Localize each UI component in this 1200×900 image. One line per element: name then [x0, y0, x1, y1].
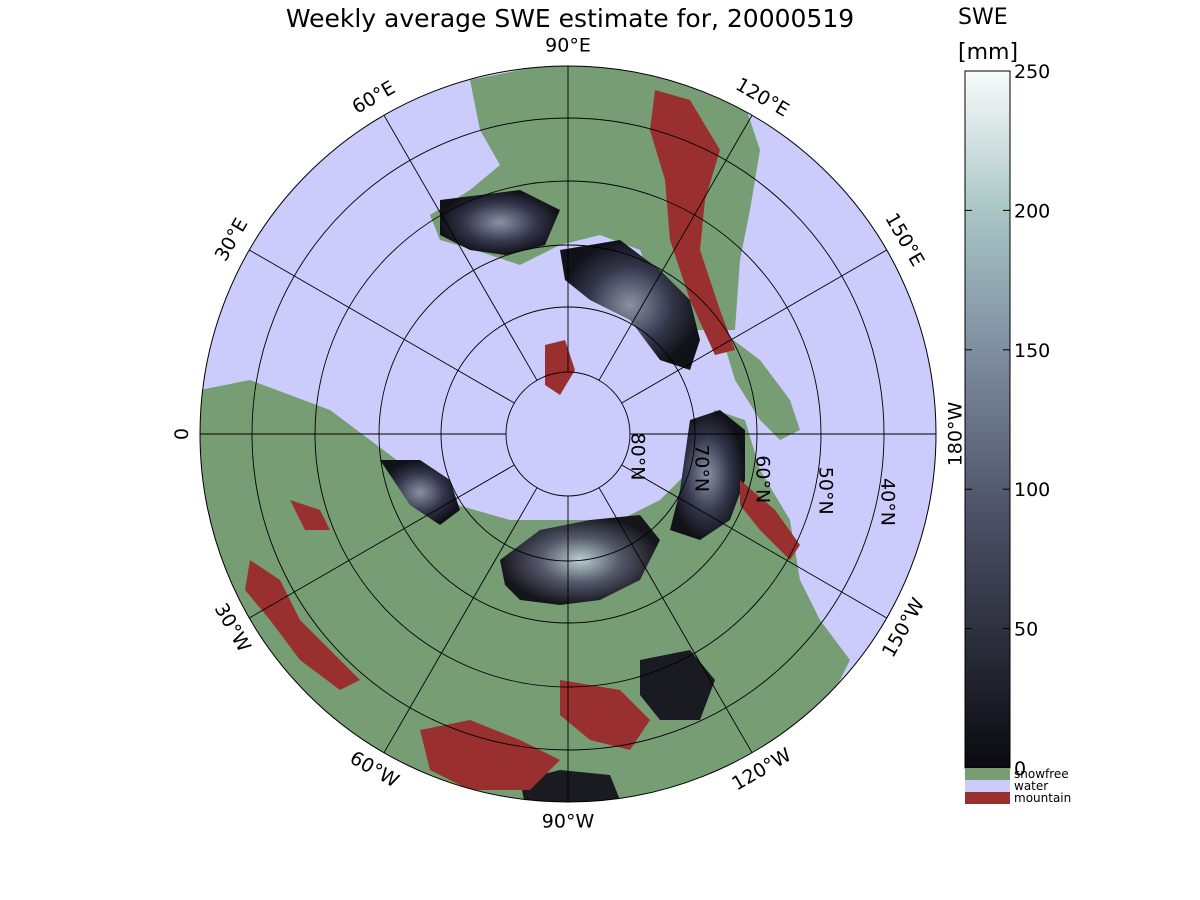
meridian-line [621, 249, 887, 404]
mountain-central-asia [560, 680, 650, 750]
meridian-line [621, 464, 887, 619]
colorbar-tick-label: 100 [1014, 479, 1050, 501]
mountain-alps [245, 560, 360, 690]
mountain-himalaya [420, 720, 560, 790]
legend-swatch [965, 768, 1010, 780]
colorbar-tick-label: 250 [1014, 61, 1050, 83]
meridian-line [383, 487, 538, 753]
longitude-label: 90°W [542, 811, 595, 833]
colorbar-tick-label: 50 [1014, 619, 1038, 641]
snow-east-siberia [670, 410, 745, 540]
map-border [199, 65, 937, 803]
snow-mongolia [640, 650, 715, 720]
legend-swatch [965, 780, 1010, 792]
snow-canada-arctic [560, 240, 700, 370]
snow-tibet [520, 770, 620, 802]
colorbar-tick-label: 150 [1014, 340, 1050, 362]
map-title: Weekly average SWE estimate for, 2000051… [285, 4, 855, 33]
legend-label: snowfree [1014, 767, 1069, 781]
meridian-line [249, 464, 515, 619]
latitude-label: 40°N [876, 478, 898, 526]
colorbar-title: SWE [958, 5, 1008, 30]
meridian-line [598, 487, 753, 753]
north-america-west-coast [720, 330, 800, 440]
longitude-label: 90°E [545, 35, 591, 57]
colorbar-tick-label: 0 [1014, 758, 1026, 780]
latitude-label: 70°N [690, 444, 712, 492]
meridian-line [598, 115, 753, 381]
asia-landmass [420, 410, 850, 802]
legend-label: mountain [1014, 791, 1071, 805]
longitude-label: 0 [170, 428, 192, 440]
colorbar-unit: [mm] [958, 40, 1019, 65]
meridian-line [383, 115, 538, 381]
latitude-label: 60°N [751, 455, 773, 503]
mountain-greenland-edge [545, 340, 575, 395]
snow-scandinavia [380, 460, 460, 525]
mountain-rockies [650, 90, 735, 355]
latitude-label: 50°N [814, 467, 836, 515]
snow-canada [440, 190, 560, 255]
legend-swatch [965, 792, 1010, 804]
latitude-label: 80°N [626, 433, 648, 481]
colorbar-gradient [964, 70, 1011, 769]
longitude-label: 180°W [945, 402, 967, 467]
meridian-line [249, 249, 515, 404]
legend-label: water [1014, 779, 1048, 793]
colorbar-tick-label: 200 [1014, 200, 1050, 222]
mountain-turkey [290, 500, 330, 530]
mountain-east-siberia [740, 480, 800, 560]
